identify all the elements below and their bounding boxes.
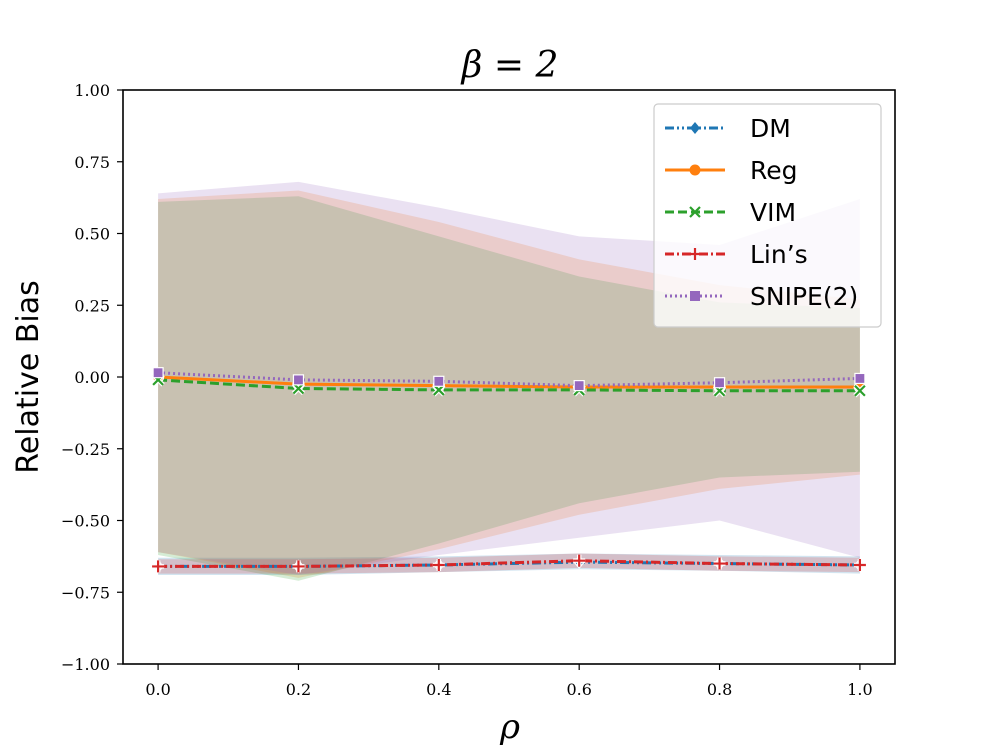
line-snipe-2 xyxy=(158,371,860,388)
point-lin-s-5 xyxy=(853,558,866,571)
y-tick-label: 0.00 xyxy=(74,368,110,387)
point-snipe-2-4 xyxy=(713,377,726,389)
legend-item-reg: Reg xyxy=(665,156,798,185)
x-axis-label: ρ xyxy=(499,707,520,747)
point-snipe-2-0 xyxy=(152,367,164,379)
legend-item-vim: VIM xyxy=(665,198,796,227)
chart-title: β = 2 xyxy=(460,45,559,86)
point-lin-s-3 xyxy=(573,554,586,567)
point-snipe-2-3 xyxy=(573,380,585,392)
legend-label-snipe-2: SNIPE(2) xyxy=(750,282,858,311)
y-tick-label: 0.25 xyxy=(74,296,110,315)
y-tick-label: −0.75 xyxy=(61,583,110,602)
legend-marker-reg xyxy=(689,164,701,176)
y-axis-ticks: −1.00 −0.75 −0.50 −0.25 0.00 0.25 0.50 0.75 1.00 xyxy=(61,81,123,674)
legend-marker-lin-s xyxy=(689,248,701,260)
legend-marker-snipe-2 xyxy=(690,291,700,301)
y-tick-label: −0.50 xyxy=(61,512,110,531)
point-lin-s-0 xyxy=(152,560,165,573)
x-tick-label: 1.0 xyxy=(847,680,872,699)
x-axis-ticks: 0.0 0.2 0.4 0.6 0.8 1.0 xyxy=(145,664,873,699)
series-markers xyxy=(151,367,867,574)
line-vim xyxy=(157,378,860,393)
point-snipe-2-1 xyxy=(292,374,305,386)
x-tick-label: 0.4 xyxy=(426,680,451,699)
y-tick-label: 0.50 xyxy=(74,225,110,244)
legend-label-lin-s: Lin’s xyxy=(750,240,808,269)
point-vim-5 xyxy=(853,384,867,398)
y-axis-label: Relative Bias xyxy=(11,280,46,473)
point-lin-s-4 xyxy=(713,557,726,570)
band-dm xyxy=(158,553,860,576)
point-snipe-2-2 xyxy=(433,375,445,387)
x-tick-label: 0.2 xyxy=(286,680,311,699)
band-lin-s xyxy=(158,553,860,574)
y-tick-label: 0.75 xyxy=(74,153,110,172)
point-lin-s-2 xyxy=(432,558,445,571)
line-lin-s xyxy=(158,559,860,568)
x-tick-label: 0.8 xyxy=(707,680,732,699)
legend-item-lin-s: Lin’s xyxy=(665,240,808,269)
y-tick-label: 1.00 xyxy=(74,81,110,100)
legend-label-dm: DM xyxy=(750,114,791,143)
point-lin-s-1 xyxy=(292,560,305,573)
x-tick-label: 0.6 xyxy=(566,680,591,699)
x-tick-label: 0.0 xyxy=(145,680,170,699)
legend-box xyxy=(653,103,882,328)
legend-marker-vim xyxy=(689,206,701,218)
legend-label-vim: VIM xyxy=(750,198,796,227)
line-reg xyxy=(158,375,860,389)
legend-item-dm: DM xyxy=(665,114,791,143)
legend-marker-dm xyxy=(690,122,700,134)
series-lines xyxy=(157,371,860,568)
point-snipe-2-5 xyxy=(854,372,866,385)
legend-label-reg: Reg xyxy=(750,156,798,185)
legend-item-snipe-2: SNIPE(2) xyxy=(665,282,858,311)
legend: DM Reg VIM Lin’s SNIPE(2) xyxy=(653,103,882,328)
y-tick-label: −1.00 xyxy=(61,655,110,674)
y-tick-label: −0.25 xyxy=(61,440,110,459)
